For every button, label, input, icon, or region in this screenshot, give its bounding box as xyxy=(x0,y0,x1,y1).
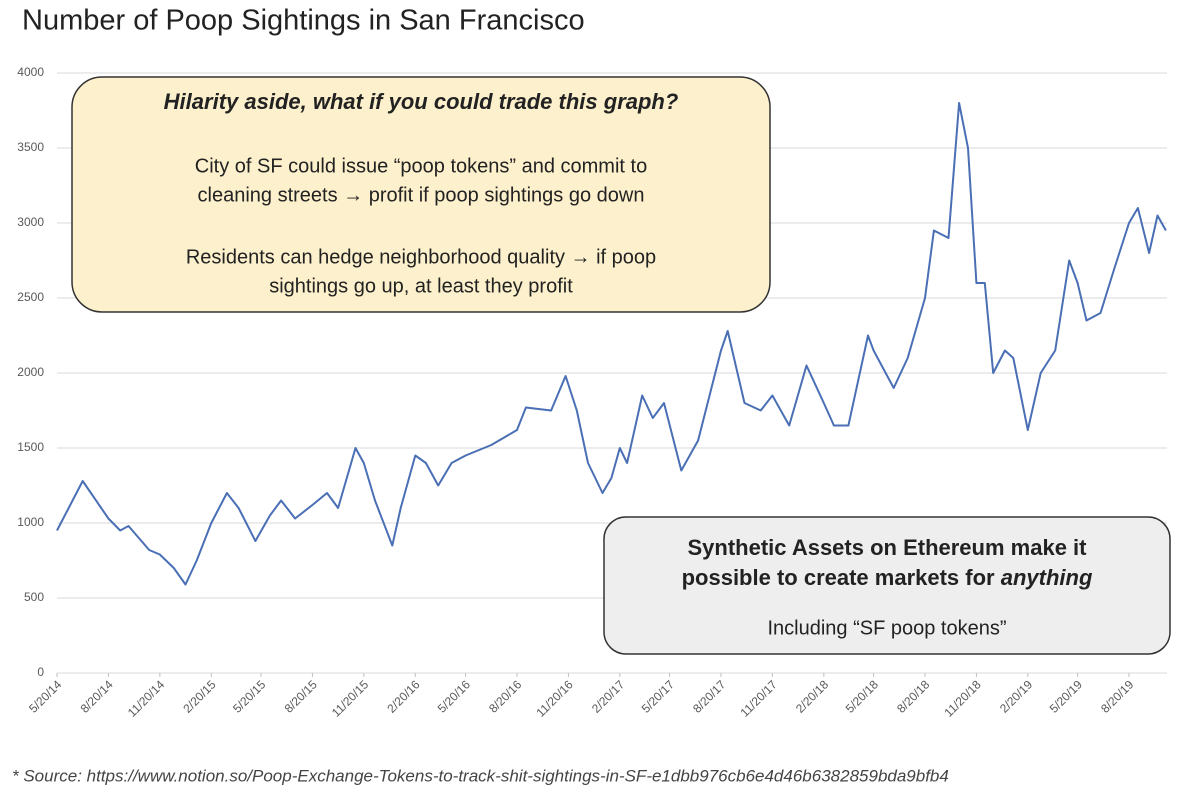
x-tick-label: 2/20/15 xyxy=(180,677,218,715)
x-tick-label: 8/20/17 xyxy=(690,677,728,715)
x-tick-label: 2/20/16 xyxy=(384,677,422,715)
x-tick-label: 5/20/19 xyxy=(1047,677,1085,715)
y-tick-label: 2500 xyxy=(17,290,44,304)
annotation-title: Hilarity aside, what if you could trade … xyxy=(164,89,679,114)
y-tick-label: 4000 xyxy=(17,65,44,79)
annotation-line: cleaning streets → profit if poop sighti… xyxy=(198,184,645,206)
annotation-line: sightings go up, at least they profit xyxy=(269,275,573,297)
x-tick-label: 11/20/16 xyxy=(533,677,576,720)
annotation-text: possible to create markets for xyxy=(682,565,1001,590)
x-tick-label: 5/20/16 xyxy=(435,677,473,715)
annotation-emphasis: anything xyxy=(1001,565,1093,590)
x-tick-label: 2/20/17 xyxy=(589,677,627,715)
annotation-line: City of SF could issue “poop tokens” and… xyxy=(195,155,647,177)
y-tick-label: 0 xyxy=(37,665,44,679)
source-note: * Source: https://www.notion.so/Poop-Exc… xyxy=(12,766,949,785)
x-tick-label: 8/20/18 xyxy=(894,677,932,715)
x-tick-label: 2/20/19 xyxy=(997,677,1035,715)
annotation-line: Including “SF poop tokens” xyxy=(767,617,1006,639)
x-tick-label: 8/20/14 xyxy=(78,677,116,715)
annotation-line: Residents can hedge neighborhood quality… xyxy=(186,246,656,268)
y-tick-label: 500 xyxy=(24,590,44,604)
x-tick-label: 5/20/15 xyxy=(230,677,268,715)
y-tick-label: 2000 xyxy=(17,365,44,379)
y-tick-label: 3000 xyxy=(17,215,44,229)
x-tick-label: 11/20/14 xyxy=(125,677,168,720)
x-tick-label: 2/20/18 xyxy=(793,677,831,715)
y-tick-label: 3500 xyxy=(17,140,44,154)
x-tick-label: 5/20/14 xyxy=(26,677,64,715)
x-tick-label: 11/20/18 xyxy=(941,677,984,720)
annotation-box xyxy=(71,76,771,313)
y-tick-label: 1000 xyxy=(17,515,44,529)
x-tick-label: 5/20/18 xyxy=(843,677,881,715)
x-tick-label: 11/20/15 xyxy=(329,677,372,720)
chart-title: Number of Poop Sightings in San Francisc… xyxy=(22,5,585,37)
x-tick-label: 8/20/15 xyxy=(282,677,320,715)
annotation-title: possible to create markets for anything xyxy=(682,565,1093,590)
x-tick-label: 8/20/16 xyxy=(486,677,524,715)
y-tick-label: 1500 xyxy=(17,440,44,454)
x-tick-label: 5/20/17 xyxy=(639,677,677,715)
annotation-title: Synthetic Assets on Ethereum make it xyxy=(688,535,1088,560)
annotation-box xyxy=(603,516,1171,655)
x-tick-label: 11/20/17 xyxy=(737,677,780,720)
data-line xyxy=(56,102,1167,586)
x-tick-label: 8/20/19 xyxy=(1098,677,1136,715)
